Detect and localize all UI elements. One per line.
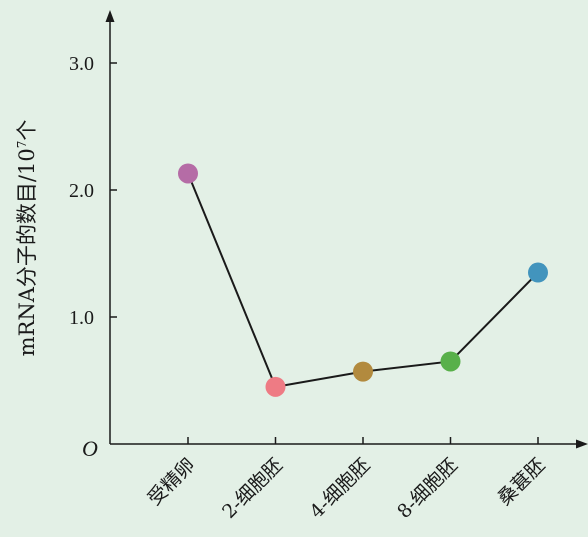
y-axis-title-exponent: 7 xyxy=(15,141,29,149)
y-axis-arrow xyxy=(105,10,115,22)
y-ticks: 1.0 2.0 3.0 xyxy=(69,53,117,329)
y-axis-title: mRNA分子的数目/107个 xyxy=(15,120,39,357)
category-label: 8-细胞胚 xyxy=(393,454,462,523)
origin-label: O xyxy=(82,436,98,461)
series-line xyxy=(187,173,539,388)
data-point xyxy=(353,361,373,382)
category-label: 4-细胞胚 xyxy=(306,454,375,523)
y-tick-label: 2.0 xyxy=(69,180,94,202)
data-point xyxy=(178,163,198,184)
data-point xyxy=(528,262,548,283)
x-axis-arrow xyxy=(576,439,588,449)
category-label: 受精卵 xyxy=(144,454,200,510)
category-label: 桑葚胚 xyxy=(494,454,550,510)
category-label: 2-细胞胚 xyxy=(218,454,287,523)
y-tick-label: 3.0 xyxy=(69,53,94,75)
x-ticks xyxy=(187,437,539,444)
data-points xyxy=(178,163,548,397)
y-tick-label: 1.0 xyxy=(69,307,94,329)
y-axis-title-unit: 个 xyxy=(15,120,39,141)
data-point xyxy=(265,376,286,397)
category-labels: 受精卵 2-细胞胚 4-细胞胚 8-细胞胚 桑葚胚 xyxy=(144,454,550,523)
data-point xyxy=(440,351,461,372)
y-axis-title-main: mRNA分子的数目/10 xyxy=(15,148,39,356)
